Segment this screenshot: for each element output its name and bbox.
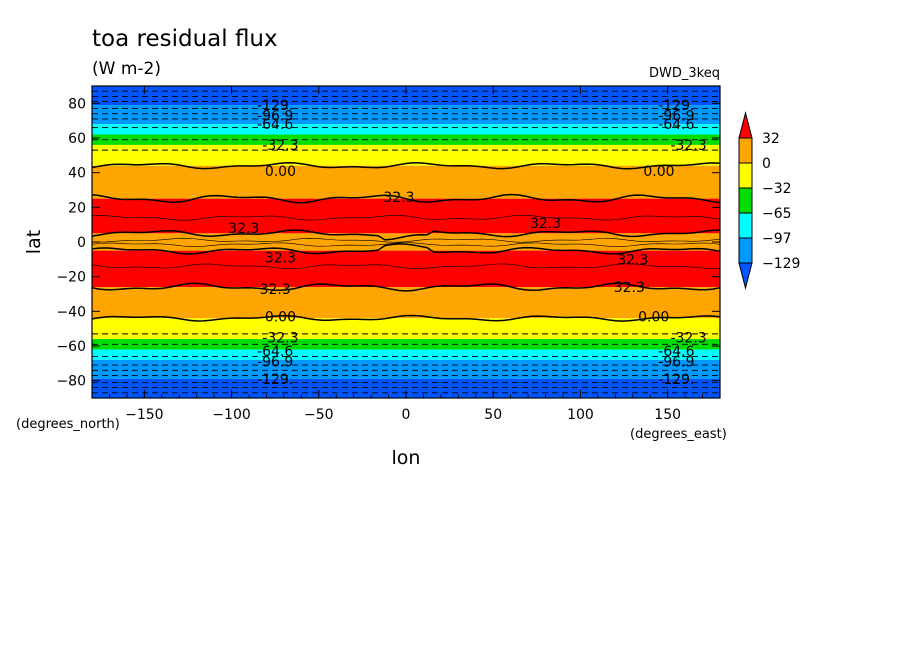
chart-title: toa residual flux [92,26,278,52]
y-tick-label-0: −80 [56,374,86,390]
contour-line-6 [91,237,721,243]
x-tick-label-3: 0 [402,407,411,423]
contour-lines [91,90,721,394]
contour-line-2 [91,229,721,241]
chart-units: (W m-2) [92,59,161,79]
x-tick-label-4: 50 [484,407,502,423]
colorbar-swatch-3 [738,187,753,214]
colorbar-swatch-6 [738,262,753,290]
y-tick-label-2: −40 [56,304,86,320]
y-tick-label-1: −60 [56,339,86,355]
color-band-5 [92,165,720,199]
dataset-label: DWD_3keq [649,66,720,81]
contour-label-8: 0.00 [265,164,296,180]
contour-label-21: -64.6 [257,344,293,360]
y-tick-label-8: 80 [68,96,86,112]
contour-label-0: -129. [257,98,293,114]
x-axis-label: lon [392,447,421,469]
color-band-1 [92,105,720,125]
y-tick-label-7: 60 [68,131,86,147]
colorbar-swatch-4 [738,212,753,239]
contour-label-26: -129. [658,372,694,388]
colorbar-swatch-2 [738,162,753,189]
contour-label-13: 32.3 [265,251,296,267]
color-band-8 [92,250,720,288]
colorbar-swatch-1 [738,137,753,164]
color-bands [92,86,720,398]
contour-label-4: -64.6 [257,117,293,133]
contour-line-0 [91,162,721,170]
contour-label-2: -96.9 [257,108,293,124]
contour-label-16: 32.3 [614,280,645,296]
colorbar-label-1: 0 [762,156,771,172]
contour-label-19: -32.3 [262,330,298,346]
color-band-12 [92,349,720,360]
y-tick-label-6: 40 [68,166,86,182]
contour-label-11: 32.3 [530,216,561,232]
y-axis-label: lat [23,230,45,254]
color-band-9 [92,287,720,319]
axis-ticks: −150 −100 −50 0 50 100 150 −80 −60 −40 −20 0 20 40 60 8… [56,86,721,423]
contour-label-15: 32.3 [260,282,291,298]
y-units-label: (degrees_north) [16,417,120,432]
contour-label-22: -64.6 [658,344,694,360]
color-band-13 [92,359,720,379]
contour-labels: -129. -129.-96.9 -96.9-64.6 -64.6-32.3 -32.3… [228,98,707,388]
contour-line-1 [91,193,721,204]
contour-label-3: -96.9 [658,108,694,124]
y-tick-label-3: −20 [56,270,86,286]
contour-line-4 [91,282,721,292]
contour-label-12: 32.3 [228,221,259,237]
colorbar-label-5: −129 [762,256,800,272]
contour-label-7: -32.3 [670,138,706,154]
y-tick-label-4: 0 [77,235,86,251]
x-tick-label-0: −150 [125,407,163,423]
colorbar-label-0: 32 [762,131,780,147]
contour-label-14: 32.3 [617,252,648,268]
contour-label-9: 0.00 [643,164,674,180]
contour-line-3 [91,243,721,255]
color-band-4 [92,144,720,166]
contour-label-25: -129. [257,372,293,388]
contour-line-8 [91,215,721,221]
contour-label-17: 0.00 [265,310,296,326]
contour-label-5: -64.6 [658,117,694,133]
contour-label-1: -129. [658,98,694,114]
colorbar: 32 0 −32 −65 −97 −129 [738,111,800,290]
x-tick-label-6: 150 [654,407,681,423]
colorbar-swatch-0 [738,111,753,139]
contour-line-9 [91,263,721,269]
contour-label-20: -32.3 [670,330,706,346]
contour-line-5 [91,314,721,322]
x-units-label: (degrees_east) [630,427,727,442]
contour-label-24: -96.9 [658,355,694,371]
colorbar-label-4: −97 [762,231,792,247]
color-band-2 [92,124,720,135]
x-tick-label-5: 100 [567,407,594,423]
contour-line-7 [91,242,721,247]
x-tick-label-2: −50 [304,407,334,423]
x-tick-label-1: −100 [212,407,250,423]
contour-label-18: 0.00 [638,310,669,326]
contour-label-23: -96.9 [257,355,293,371]
colorbar-swatch-5 [738,237,753,264]
colorbar-label-3: −65 [762,206,792,222]
contour-label-6: -32.3 [262,138,298,154]
colorbar-label-2: −32 [762,181,792,197]
contour-label-10: 32.3 [383,190,414,206]
y-tick-label-5: 20 [68,200,86,216]
